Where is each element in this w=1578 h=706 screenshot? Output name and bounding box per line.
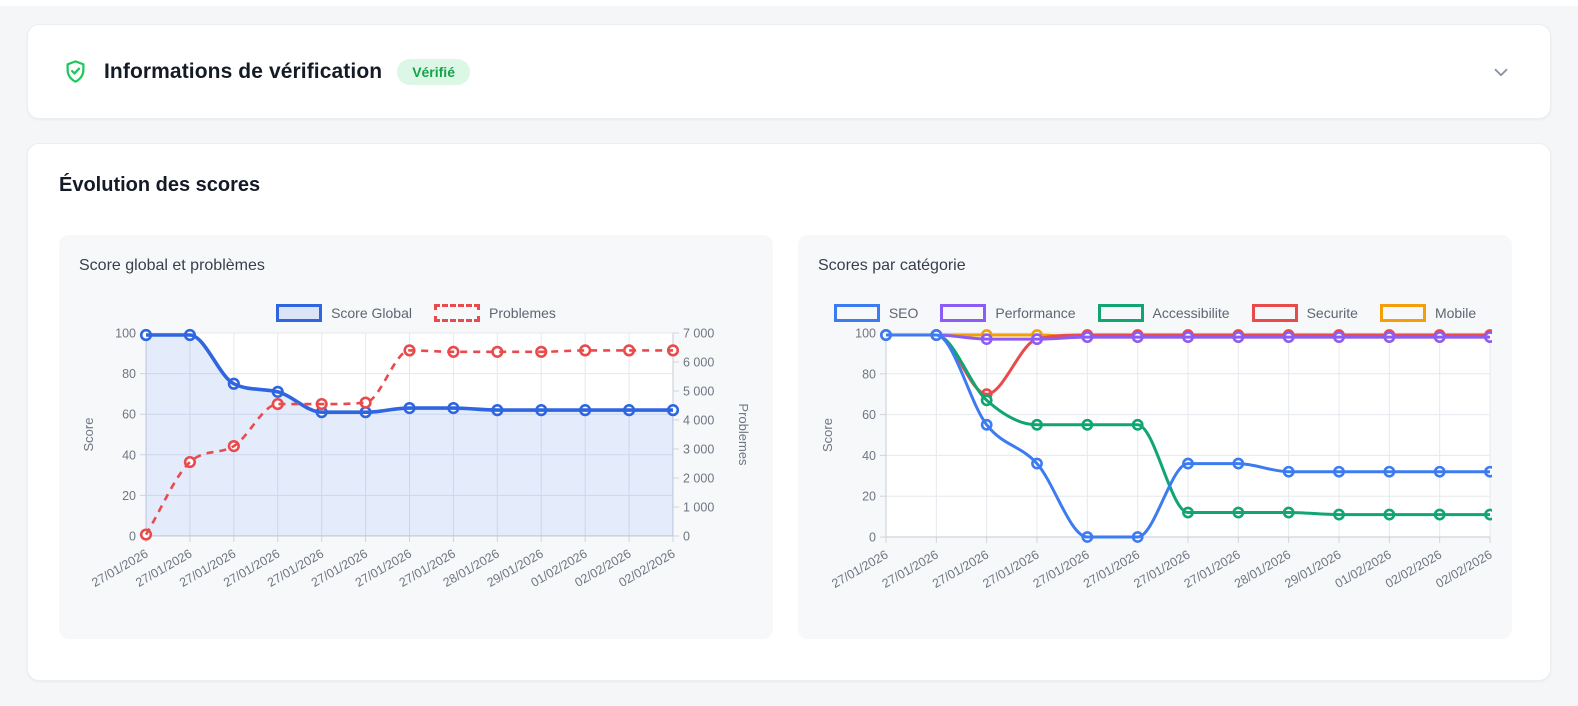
legend-swatch-score-global	[276, 304, 323, 322]
svg-text:0: 0	[129, 530, 136, 544]
svg-text:100: 100	[855, 327, 876, 341]
panel-category-scores-chart: Scores par catégorie SEO Performance Acces…	[798, 235, 1512, 639]
svg-text:27/01/2026: 27/01/2026	[880, 547, 941, 590]
svg-text:Score: Score	[81, 418, 96, 452]
verified-badge: Vérifié	[397, 58, 470, 85]
svg-text:Score: Score	[820, 418, 835, 452]
svg-text:27/01/2026: 27/01/2026	[1081, 547, 1142, 590]
global-scores-chart[interactable]: 0 20 40 60 80 100 0 1 000 2 000 3 000 4 000 5 000 6 …	[79, 327, 753, 627]
svg-text:20: 20	[862, 490, 876, 504]
global-chart-legend: Score Global Problemes	[79, 303, 753, 323]
svg-text:27/01/2026: 27/01/2026	[980, 547, 1041, 590]
legend-item-score-global[interactable]: Score Global	[276, 304, 412, 322]
legend-label: Problemes	[489, 305, 556, 321]
chart-panels: Score global et problèmes Score Global Pr…	[59, 235, 1519, 639]
scores-evolution-heading: Évolution des scores	[59, 174, 261, 196]
legend-label: Score Global	[331, 305, 412, 321]
global-chart-title: Score global et problèmes	[79, 257, 265, 274]
svg-text:01/02/2026: 01/02/2026	[1333, 547, 1394, 590]
legend-swatch-accessibilite	[1097, 304, 1144, 322]
svg-text:Problemes: Problemes	[736, 403, 751, 466]
svg-text:80: 80	[122, 367, 136, 381]
svg-text:27/01/2026: 27/01/2026	[1182, 547, 1243, 590]
svg-text:60: 60	[122, 408, 136, 422]
svg-text:1 000: 1 000	[683, 501, 714, 515]
legend-swatch-seo	[833, 304, 880, 322]
legend-label: SEO	[888, 305, 919, 321]
svg-text:100: 100	[115, 327, 136, 341]
legend-swatch-securite	[1251, 304, 1298, 322]
svg-text:27/01/2026: 27/01/2026	[829, 547, 890, 590]
svg-text:3 000: 3 000	[683, 443, 714, 457]
legend-swatch-mobile	[1379, 304, 1426, 322]
legend-item-mobile[interactable]: Mobile	[1379, 304, 1477, 322]
collapse-section-button[interactable]	[1486, 57, 1516, 87]
svg-text:7 000: 7 000	[683, 327, 714, 341]
svg-text:27/01/2026: 27/01/2026	[1131, 547, 1192, 590]
legend-item-securite[interactable]: Securite	[1251, 304, 1358, 322]
svg-text:80: 80	[862, 367, 876, 381]
legend-swatch-performance	[940, 304, 987, 322]
svg-text:29/01/2026: 29/01/2026	[1282, 547, 1343, 590]
shield-check-icon	[62, 58, 89, 85]
legend-item-problemes[interactable]: Problemes	[434, 304, 556, 322]
svg-text:5 000: 5 000	[683, 385, 714, 399]
svg-text:02/02/2026: 02/02/2026	[1433, 547, 1492, 590]
legend-label: Accessibilite	[1152, 305, 1230, 321]
svg-text:40: 40	[862, 449, 876, 463]
legend-label: Performance	[995, 305, 1076, 321]
verification-card: Informations de vérification Vérifié	[27, 24, 1551, 119]
panel-global-score-chart: Score global et problèmes Score Global Pr…	[59, 235, 773, 639]
legend-label: Mobile	[1434, 305, 1477, 321]
legend-item-performance[interactable]: Performance	[940, 304, 1076, 322]
chevron-down-icon	[1490, 61, 1512, 83]
scores-evolution-card: Évolution des scores Score global et pro…	[27, 143, 1551, 681]
top-strip	[0, 0, 1578, 6]
legend-swatch-problemes	[434, 304, 480, 322]
svg-text:6 000: 6 000	[683, 356, 714, 370]
svg-text:27/01/2026: 27/01/2026	[930, 547, 991, 590]
svg-text:0: 0	[683, 530, 690, 544]
svg-text:02/02/2026: 02/02/2026	[1383, 547, 1444, 590]
verification-title: Informations de vérification	[104, 59, 383, 83]
legend-item-accessibilite[interactable]: Accessibilite	[1097, 304, 1230, 322]
verification-card-header: Informations de vérification Vérifié	[62, 58, 470, 85]
svg-text:20: 20	[122, 489, 136, 503]
svg-text:28/01/2026: 28/01/2026	[1232, 547, 1293, 590]
svg-text:40: 40	[122, 448, 136, 462]
svg-text:60: 60	[862, 408, 876, 422]
svg-text:27/01/2026: 27/01/2026	[1031, 547, 1092, 590]
legend-label: Securite	[1306, 305, 1358, 321]
legend-item-seo[interactable]: SEO	[833, 304, 919, 322]
svg-text:4 000: 4 000	[683, 414, 714, 428]
svg-text:0: 0	[869, 531, 876, 545]
svg-text:2 000: 2 000	[683, 472, 714, 486]
category-chart-legend: SEO Performance Accessibilite Securite Mobil…	[818, 303, 1492, 323]
category-scores-chart[interactable]: 02040608010027/01/202627/01/202627/01/20…	[818, 327, 1492, 627]
category-chart-title: Scores par catégorie	[818, 257, 966, 274]
